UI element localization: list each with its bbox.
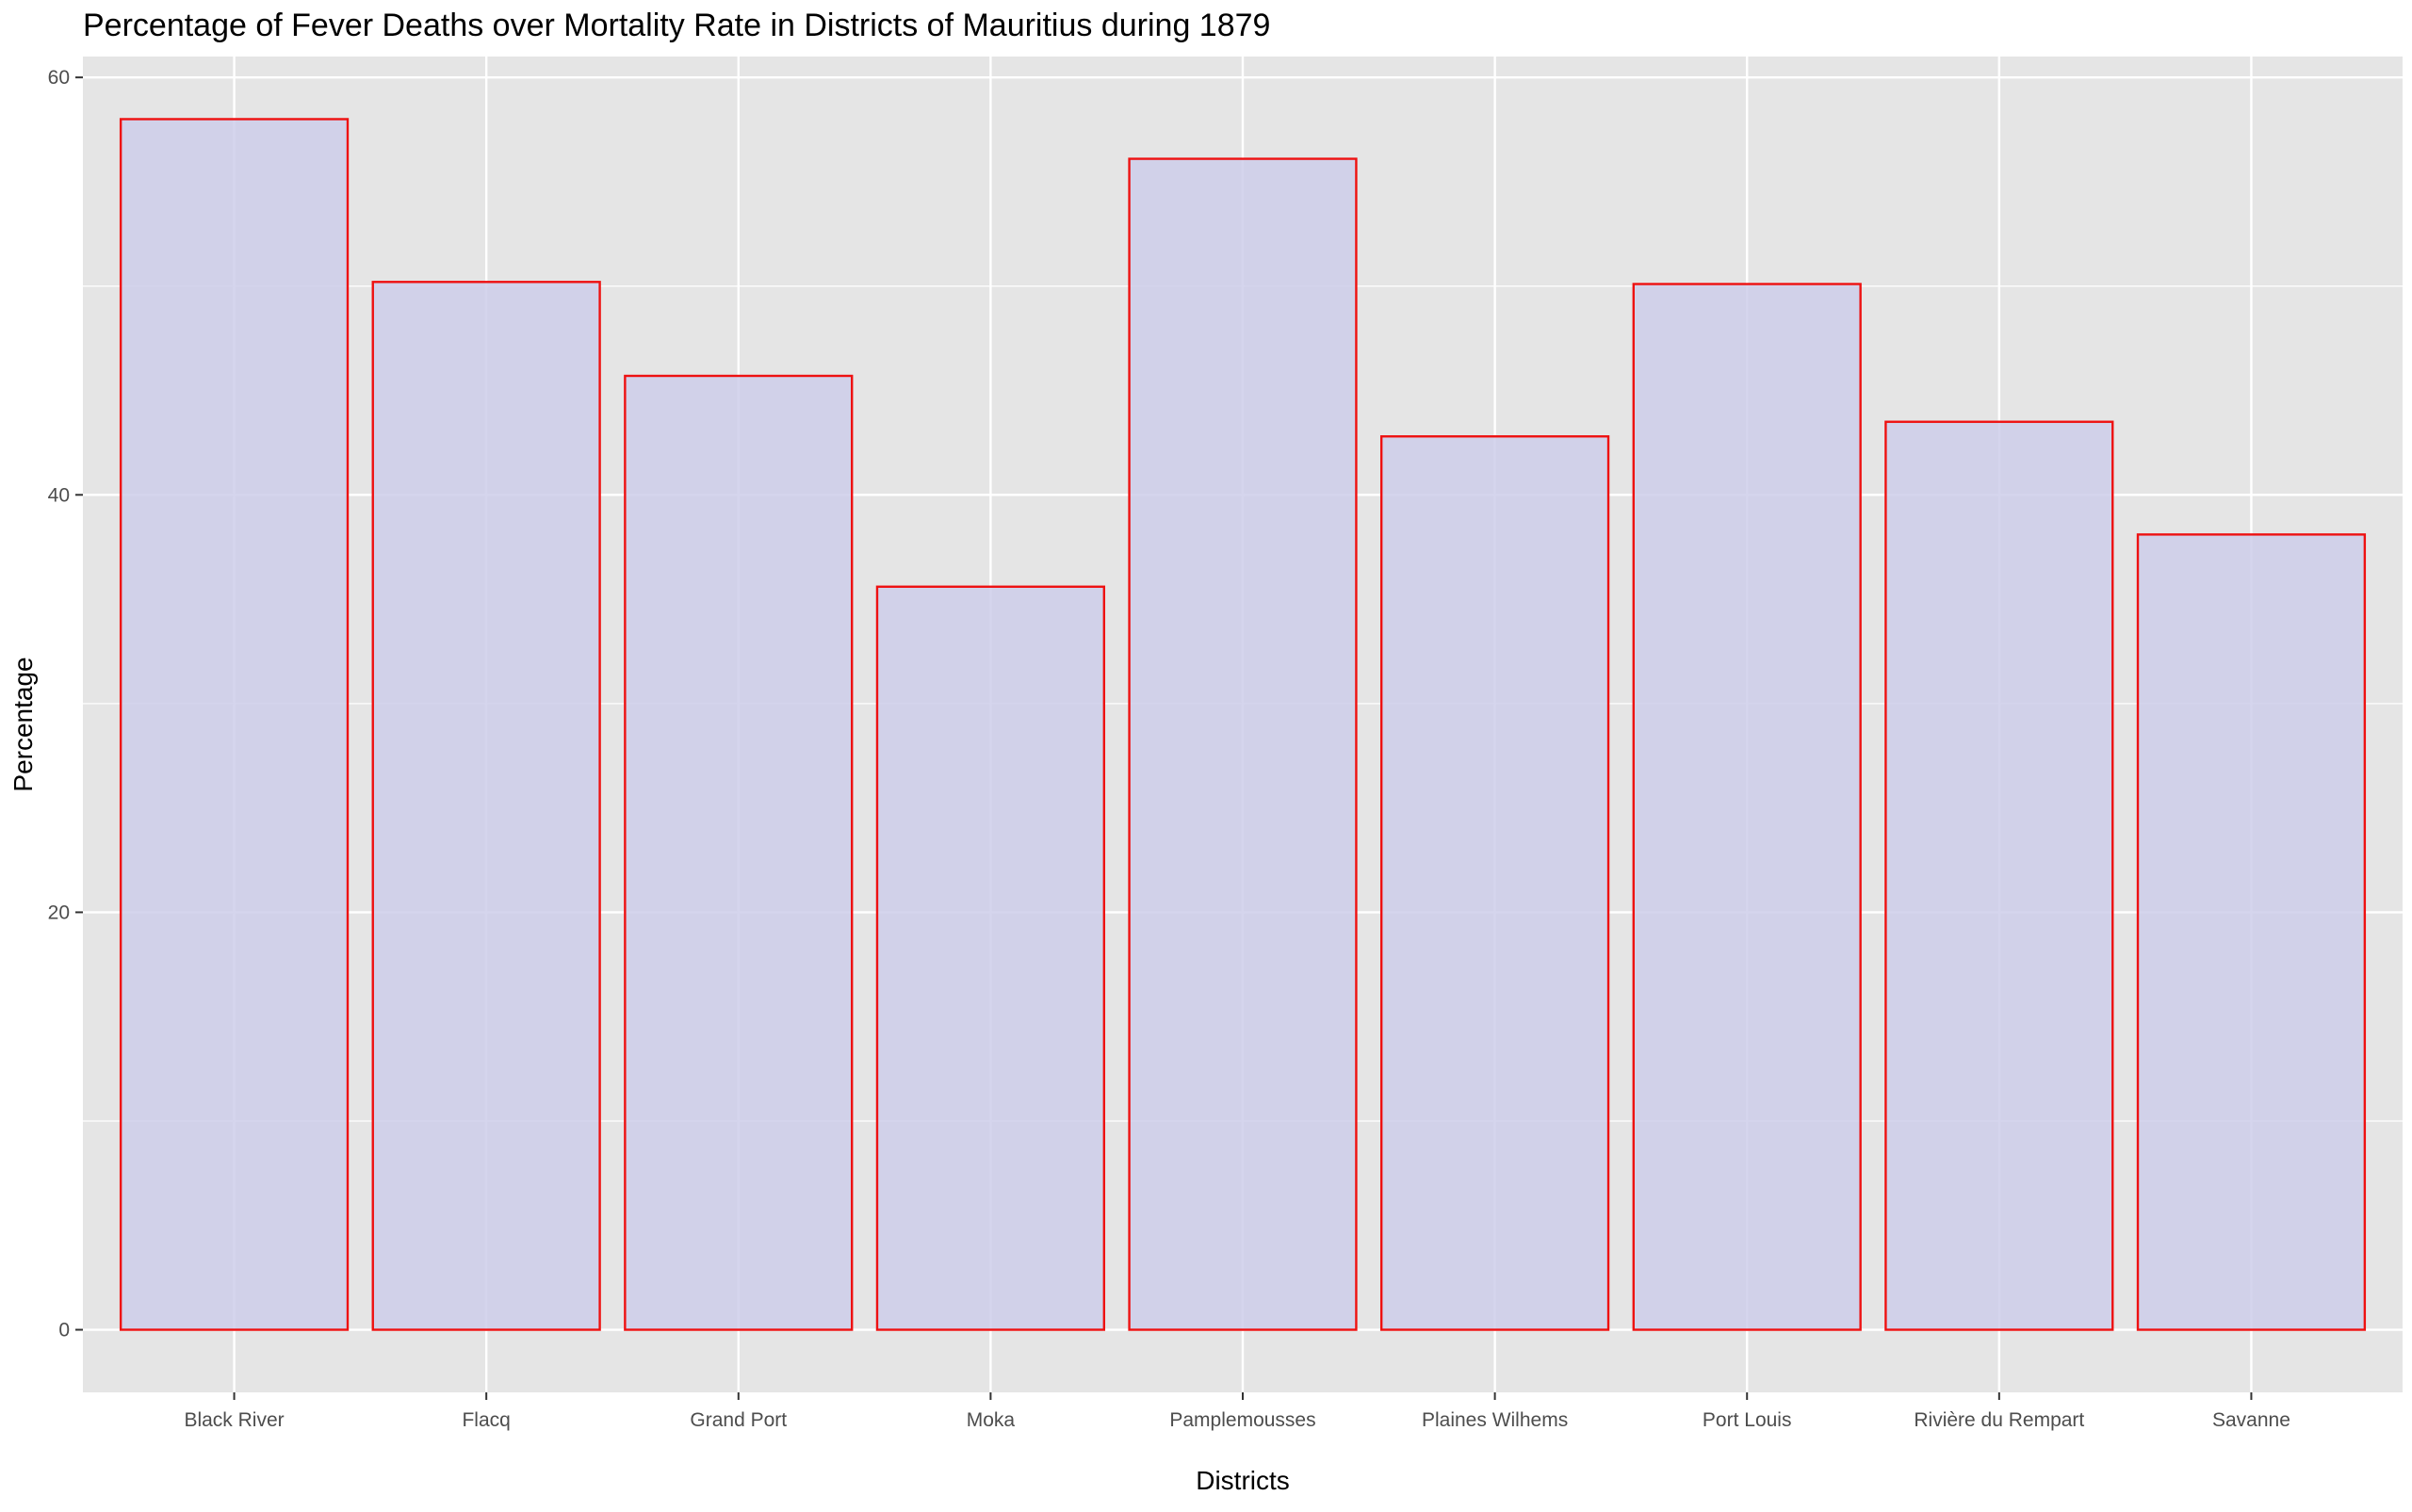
x-tick-label: Black River	[184, 1409, 284, 1431]
x-tick-label: Savanne	[2212, 1409, 2290, 1431]
x-tick-label: Flacq	[462, 1409, 510, 1431]
bar	[2136, 533, 2367, 1331]
x-tick-label: Plaines Wilhems	[1422, 1409, 1568, 1431]
x-tick-label: Pamplemousses	[1169, 1409, 1315, 1431]
y-tick-label: 40	[48, 484, 70, 506]
y-axis: 0 20 40 60	[48, 67, 83, 1341]
bar	[1379, 435, 1610, 1331]
bar	[624, 374, 854, 1331]
chart-title: Percentage of Fever Deaths over Mortalit…	[83, 8, 1270, 43]
y-axis-title: Percentage	[8, 657, 38, 791]
x-tick-label: Moka	[967, 1409, 1016, 1431]
y-tick-label: 0	[58, 1320, 70, 1341]
x-tick-label: Port Louis	[1703, 1409, 1792, 1431]
x-tick-label: Grand Port	[690, 1409, 787, 1431]
y-tick-label: 20	[48, 902, 70, 923]
bar	[1128, 157, 1358, 1331]
bar	[1632, 283, 1862, 1331]
x-tick-label: Rivière du Rempart	[1914, 1409, 2084, 1431]
bar	[1884, 420, 2114, 1331]
bars-group	[119, 118, 2367, 1331]
bar	[371, 281, 601, 1331]
x-axis-title: Districts	[1196, 1466, 1290, 1495]
bar	[119, 118, 350, 1331]
bar	[875, 585, 1106, 1331]
x-axis: Black River Flacq Grand Port Moka Pamplemous…	[184, 1392, 2290, 1431]
y-tick-label: 60	[48, 67, 70, 89]
